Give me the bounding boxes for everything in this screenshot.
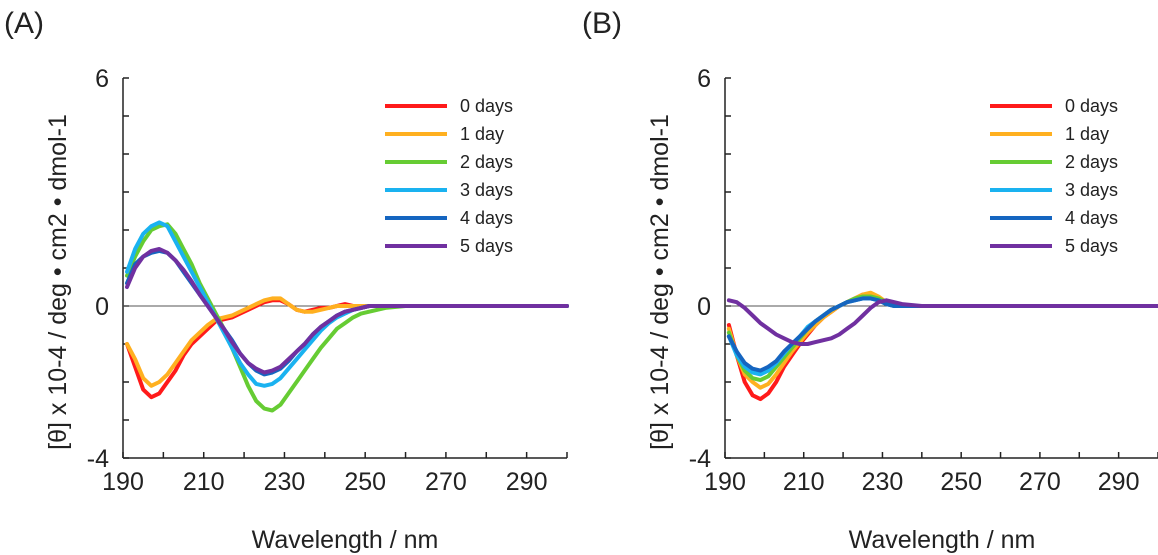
axes-b: -4 0 6 190 210 230 250 270 290 xyxy=(689,65,1158,496)
x-tick-label: 290 xyxy=(506,468,548,496)
y-tick-label: 6 xyxy=(95,65,109,93)
x-tick-label: 290 xyxy=(1098,468,1140,496)
legend-label: 5 days xyxy=(1065,236,1118,256)
y-tick-label: -4 xyxy=(87,445,109,473)
axes-a: -4 0 6 190 210 230 250 270 290 xyxy=(87,65,568,496)
legend-label: 1 day xyxy=(1065,124,1109,144)
series-line-3-days xyxy=(726,296,1158,377)
plot-area-a xyxy=(125,220,569,413)
legend-label: 0 days xyxy=(1065,96,1118,116)
panel-b: (B) [θ] x 10-4 / deg • cm2 • dmol-1 Wave… xyxy=(582,7,1158,554)
legend-label: 2 days xyxy=(460,152,513,172)
y-tick-label: 0 xyxy=(95,293,109,321)
plot-area-b xyxy=(726,290,1158,402)
series-line-4-days xyxy=(726,296,1158,373)
x-tick-label: 230 xyxy=(264,468,306,496)
y-axis-title-a: [θ] x 10-4 / deg • cm2 • dmol-1 xyxy=(44,114,72,450)
series-line-5-days xyxy=(726,298,1158,346)
x-tick-label: 250 xyxy=(940,468,982,496)
panel-label-a: (A) xyxy=(4,7,44,40)
series-line-2-days xyxy=(125,222,569,413)
legend-label: 3 days xyxy=(460,180,513,200)
y-tick-label: -4 xyxy=(689,445,711,473)
panel-a: (A) [θ] x 10-4 / deg • cm2 • dmol-1 Wave… xyxy=(4,7,569,554)
x-axis-title-b: Wavelength / nm xyxy=(849,526,1036,554)
x-tick-label: 250 xyxy=(344,468,386,496)
x-tick-label: 190 xyxy=(102,468,144,496)
y-tick-label: 6 xyxy=(697,65,711,93)
series-line-5-days xyxy=(125,247,569,375)
x-tick-label: 210 xyxy=(783,468,825,496)
legend-label: 5 days xyxy=(460,236,513,256)
legend-label: 3 days xyxy=(1065,180,1118,200)
x-tick-label: 230 xyxy=(862,468,904,496)
y-axis-title-b: [θ] x 10-4 / deg • cm2 • dmol-1 xyxy=(646,114,674,450)
x-axis-title-a: Wavelength / nm xyxy=(252,526,439,554)
series-line-2-days xyxy=(726,294,1158,383)
x-tick-label: 270 xyxy=(1019,468,1061,496)
x-tick-label: 190 xyxy=(704,468,746,496)
legend-b: 0 days 1 day 2 days 3 days 4 days 5 days xyxy=(990,96,1118,256)
legend-label: 4 days xyxy=(460,208,513,228)
x-tick-label: 270 xyxy=(425,468,467,496)
y-tick-label: 0 xyxy=(697,293,711,321)
x-tick-label: 210 xyxy=(183,468,225,496)
legend-a: 0 days 1 day 2 days 3 days 4 days 5 days xyxy=(385,96,513,256)
legend-label: 0 days xyxy=(460,96,513,116)
legend-label: 1 day xyxy=(460,124,504,144)
panel-label-b: (B) xyxy=(582,7,622,40)
legend-label: 4 days xyxy=(1065,208,1118,228)
legend-label: 2 days xyxy=(1065,152,1118,172)
